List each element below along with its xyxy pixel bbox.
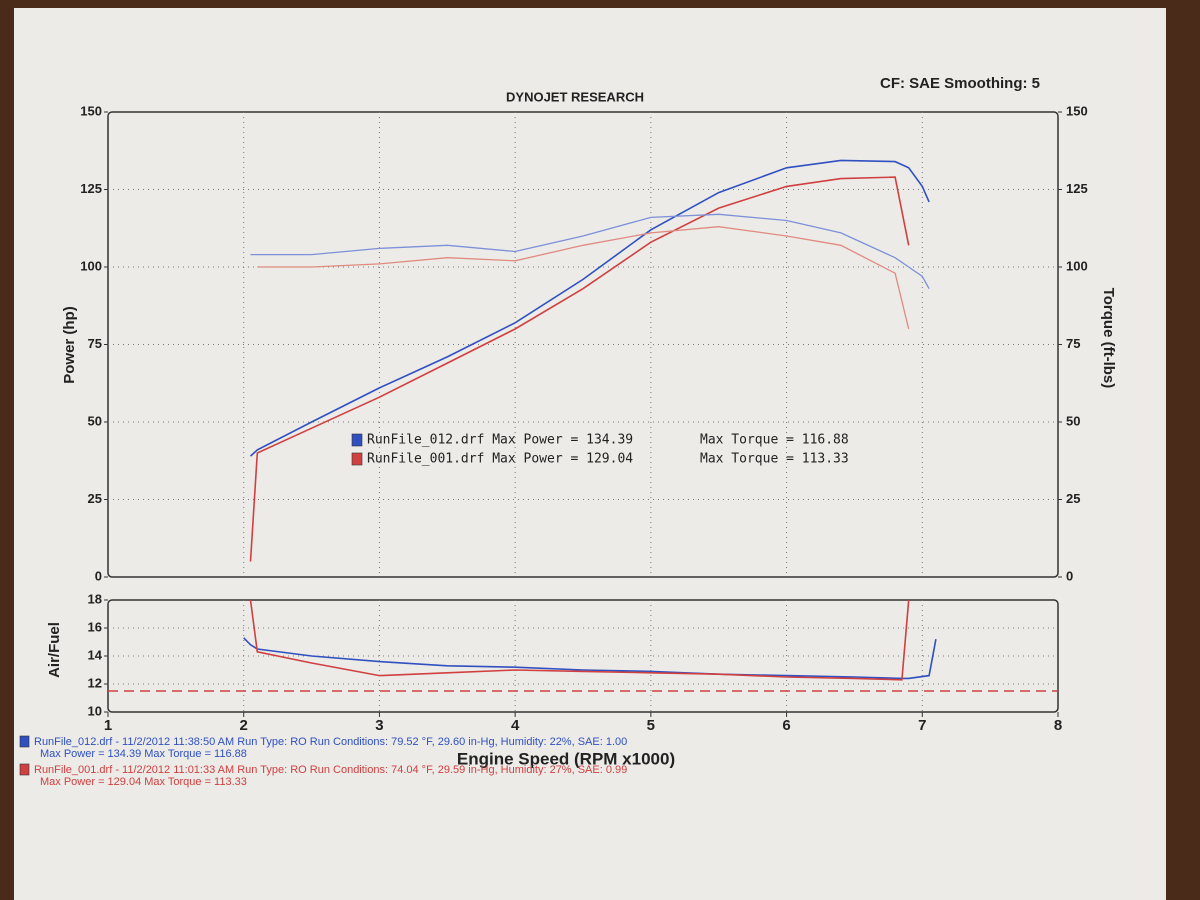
y-tick-label: 16 <box>88 619 102 634</box>
y2-tick-label: 75 <box>1066 336 1080 351</box>
x-axis-label: Engine Speed (RPM x1000) <box>457 749 675 768</box>
footer-swatch <box>19 763 30 776</box>
y-tick-label: 50 <box>88 413 102 428</box>
x-tick-label: 8 <box>1054 717 1062 734</box>
series-line <box>249 159 930 457</box>
series-line <box>257 226 910 330</box>
legend-power: RunFile_012.drf Max Power = 134.39 <box>367 433 633 448</box>
y2-tick-label: 150 <box>1066 103 1088 118</box>
y2-tick-label: 100 <box>1066 258 1088 273</box>
legend-torque: Max Torque = 113.33 <box>700 452 849 467</box>
footer-line: RunFile_012.drf - 11/2/2012 11:38:50 AM … <box>34 736 627 748</box>
settings-note: CF: SAE Smoothing: 5 <box>880 75 1040 92</box>
x-tick-label: 6 <box>782 717 790 734</box>
x-tick-label: 5 <box>647 717 655 734</box>
y2-tick-label: 50 <box>1066 413 1080 428</box>
y-tick-label: 75 <box>88 336 102 351</box>
y-tick-label: 0 <box>95 568 102 583</box>
footer-line: Max Power = 134.39 Max Torque = 116.88 <box>40 748 247 760</box>
legend-swatch <box>351 452 363 466</box>
y2-tick-label: 0 <box>1066 568 1073 583</box>
chart-title: DYNOJET RESEARCH <box>506 89 644 104</box>
x-tick-label: 4 <box>511 717 520 734</box>
y-tick-label: 125 <box>80 181 102 196</box>
paper <box>14 8 1166 900</box>
legend-power: RunFile_001.drf Max Power = 129.04 <box>367 452 633 467</box>
legend-swatch <box>351 433 363 447</box>
y-tick-label: 12 <box>88 675 102 690</box>
y2-tick-label: 25 <box>1066 491 1080 506</box>
series-line <box>249 599 910 681</box>
y-tick-label: 25 <box>88 491 102 506</box>
y-axis-label: Power (hp) <box>61 306 78 384</box>
y-tick-label: 100 <box>80 258 102 273</box>
y-tick-label: 14 <box>88 647 103 662</box>
legend-torque: Max Torque = 116.88 <box>700 433 849 448</box>
x-tick-label: 7 <box>918 717 926 734</box>
y-tick-label: 18 <box>88 591 102 606</box>
x-tick-label: 2 <box>240 717 248 734</box>
footer-line: RunFile_001.drf - 11/2/2012 11:01:33 AM … <box>34 764 627 776</box>
series-line <box>250 213 930 290</box>
footer-line: Max Power = 129.04 Max Torque = 113.33 <box>40 776 247 788</box>
x-tick-label: 3 <box>375 717 383 734</box>
y2-tick-label: 125 <box>1066 181 1088 196</box>
footer-swatch <box>19 735 30 748</box>
af-axis-label: Air/Fuel <box>46 622 63 678</box>
x-tick-label: 1 <box>104 717 112 734</box>
series-line <box>243 637 937 680</box>
y-tick-label: 150 <box>80 103 102 118</box>
y2-axis-label: Torque (ft-lbs) <box>1100 288 1117 389</box>
y-tick-label: 10 <box>88 703 102 718</box>
series-line <box>249 176 910 562</box>
